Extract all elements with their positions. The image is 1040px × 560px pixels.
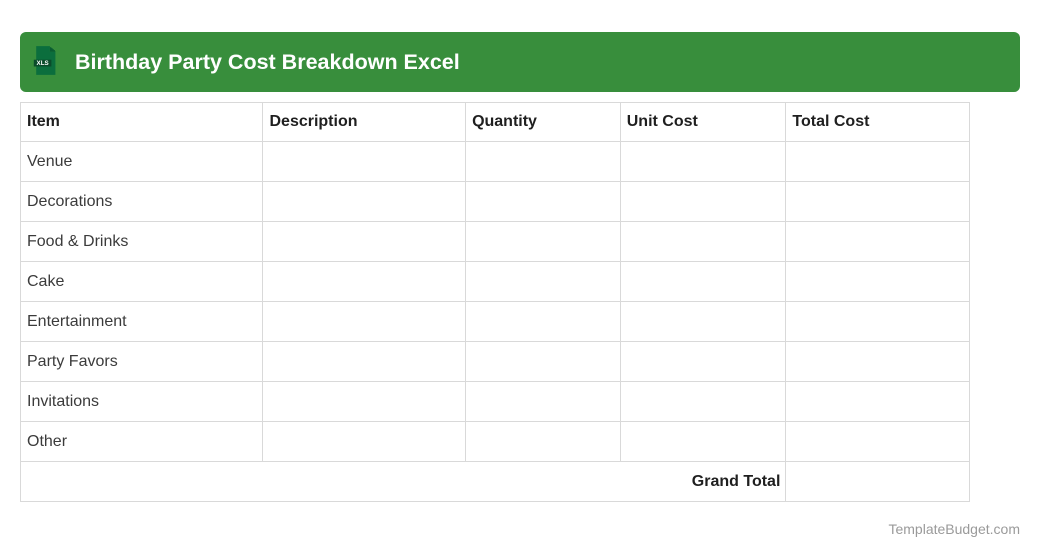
svg-text:XLS: XLS xyxy=(37,60,49,67)
